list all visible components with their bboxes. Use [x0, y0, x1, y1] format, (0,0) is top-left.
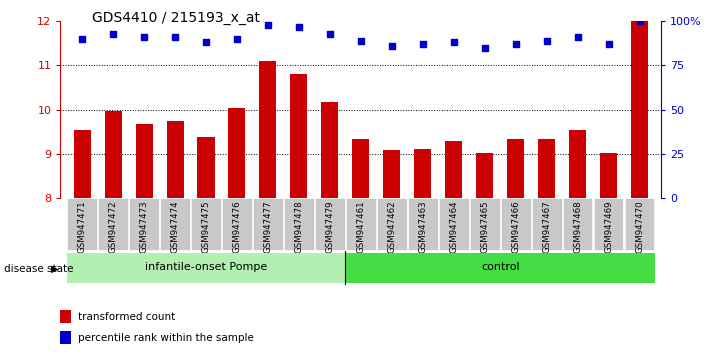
Text: control: control	[481, 262, 520, 273]
FancyBboxPatch shape	[532, 198, 562, 250]
Bar	[569, 130, 586, 198]
Point	[139, 34, 150, 40]
Text: GSM947479: GSM947479	[326, 201, 334, 253]
Text: GSM947464: GSM947464	[449, 201, 458, 253]
Text: GSM947477: GSM947477	[264, 201, 272, 253]
FancyBboxPatch shape	[129, 198, 159, 250]
Bar	[290, 74, 307, 198]
Point	[293, 24, 304, 29]
Point	[169, 34, 181, 40]
Text: GSM947466: GSM947466	[511, 201, 520, 253]
Text: GSM947476: GSM947476	[232, 201, 242, 253]
Bar	[74, 130, 90, 198]
Point	[510, 41, 521, 47]
FancyBboxPatch shape	[68, 198, 97, 250]
FancyBboxPatch shape	[98, 198, 128, 250]
FancyBboxPatch shape	[67, 253, 346, 283]
Bar	[445, 141, 462, 198]
Point	[76, 36, 87, 42]
FancyBboxPatch shape	[191, 198, 221, 250]
Point	[262, 22, 274, 28]
Bar	[105, 110, 122, 198]
Point	[572, 34, 583, 40]
Text: GSM947468: GSM947468	[573, 201, 582, 253]
FancyBboxPatch shape	[160, 198, 190, 250]
Text: GSM947475: GSM947475	[201, 201, 210, 253]
Text: GSM947478: GSM947478	[294, 201, 304, 253]
Point	[107, 31, 119, 36]
Text: GDS4410 / 215193_x_at: GDS4410 / 215193_x_at	[92, 11, 260, 25]
FancyBboxPatch shape	[408, 198, 438, 250]
Bar	[631, 21, 648, 198]
Bar	[60, 310, 71, 323]
Bar	[260, 61, 277, 198]
Text: transformed count: transformed count	[78, 312, 176, 322]
FancyBboxPatch shape	[562, 198, 592, 250]
FancyBboxPatch shape	[315, 198, 345, 250]
FancyBboxPatch shape	[470, 198, 500, 250]
Text: GSM947465: GSM947465	[480, 201, 489, 253]
Text: GSM947462: GSM947462	[387, 201, 396, 253]
Bar	[538, 138, 555, 198]
FancyBboxPatch shape	[501, 198, 530, 250]
FancyBboxPatch shape	[625, 198, 654, 250]
Text: GSM947474: GSM947474	[171, 201, 179, 253]
Bar	[415, 149, 432, 198]
Point	[231, 36, 242, 42]
FancyBboxPatch shape	[594, 198, 624, 250]
Bar	[166, 121, 183, 198]
Bar	[383, 150, 400, 198]
Text: GSM947467: GSM947467	[542, 201, 551, 253]
FancyBboxPatch shape	[284, 198, 314, 250]
Text: GSM947473: GSM947473	[139, 201, 149, 253]
Text: GSM947461: GSM947461	[356, 201, 365, 253]
FancyBboxPatch shape	[253, 198, 283, 250]
Text: GSM947471: GSM947471	[77, 201, 87, 253]
Text: GSM947463: GSM947463	[418, 201, 427, 253]
Point	[541, 38, 552, 44]
Text: GSM947470: GSM947470	[635, 201, 644, 253]
FancyBboxPatch shape	[439, 198, 469, 250]
Text: disease state: disease state	[4, 264, 73, 274]
Text: percentile rank within the sample: percentile rank within the sample	[78, 333, 255, 343]
Bar	[136, 124, 153, 198]
FancyBboxPatch shape	[346, 198, 375, 250]
Text: GSM947469: GSM947469	[604, 201, 613, 253]
Bar	[507, 138, 524, 198]
Bar	[600, 153, 617, 198]
FancyBboxPatch shape	[377, 198, 407, 250]
Point	[324, 31, 336, 36]
Bar	[476, 153, 493, 198]
Text: infantile-onset Pompe: infantile-onset Pompe	[145, 262, 267, 273]
Point	[417, 41, 429, 47]
Point	[386, 43, 397, 49]
FancyBboxPatch shape	[346, 253, 655, 283]
Point	[603, 41, 614, 47]
Point	[634, 18, 646, 24]
Bar	[228, 108, 245, 198]
Bar	[321, 102, 338, 198]
Text: ▶: ▶	[50, 264, 58, 274]
Point	[355, 38, 367, 44]
Point	[479, 45, 491, 51]
Text: GSM947472: GSM947472	[109, 201, 117, 253]
Bar	[60, 331, 71, 343]
Point	[448, 40, 459, 45]
Bar	[353, 138, 369, 198]
Point	[201, 40, 212, 45]
Bar	[198, 137, 215, 198]
FancyBboxPatch shape	[222, 198, 252, 250]
